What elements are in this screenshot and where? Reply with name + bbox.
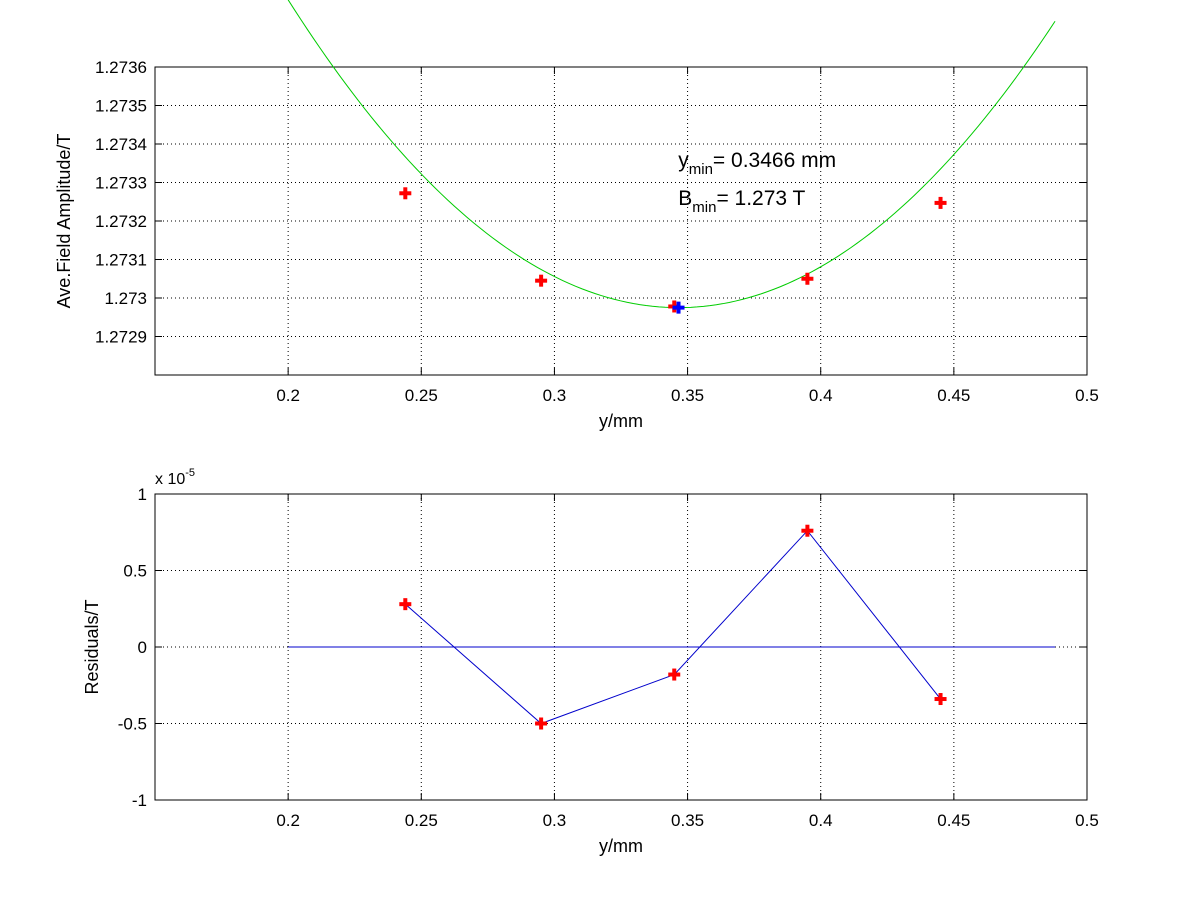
- x-tick-label: 0.4: [809, 811, 833, 830]
- top-chart-panel: 0.2 0.25 0.3 0.35 0.4 0.45 0.5 1.2729 1.273 1.273…: [54, 0, 1099, 431]
- y-tick-label: 1.2735: [95, 97, 147, 116]
- y-tick-label: 1.2733: [95, 174, 147, 193]
- residual-point-marker: [535, 717, 548, 730]
- bottom-y-axis-label: Residuals/T: [82, 599, 102, 694]
- x-tick-label: 0.2: [276, 811, 300, 830]
- x-tick-label: 0.35: [671, 386, 704, 405]
- bmin-annotation: Bmin= 1.273 T: [678, 187, 805, 216]
- data-point-marker: [535, 274, 548, 287]
- top-axis-ticks: 0.2 0.25 0.3 0.35 0.4 0.45 0.5 1.2729 1.273 1.273…: [95, 58, 1099, 405]
- y-tick-label: 0: [138, 638, 147, 657]
- top-y-axis-label: Ave.Field Amplitude/T: [54, 134, 74, 309]
- y-tick-label: -0.5: [118, 715, 147, 734]
- ymin-annotation: ymin= 0.3466 mm: [678, 149, 836, 178]
- top-x-axis-label: y/mm: [599, 411, 643, 431]
- bmin-variable: B: [678, 187, 692, 210]
- y-tick-label: 1.2736: [95, 58, 147, 77]
- residual-point-marker: [934, 693, 947, 706]
- bmin-value: = 1.273 T: [716, 187, 805, 210]
- bottom-plot-marks: [288, 524, 1056, 730]
- y-tick-label: 1.2734: [95, 135, 147, 154]
- bottom-x-axis-label: y/mm: [599, 836, 643, 856]
- y-tick-label: 1.273: [104, 289, 147, 308]
- data-point-marker: [399, 187, 412, 200]
- residual-point-marker: [668, 668, 681, 681]
- data-point-marker: [934, 196, 947, 209]
- bottom-axis-ticks: 0.2 0.25 0.3 0.35 0.4 0.45 0.5 -1 -0.5 0 0.5 1: [118, 485, 1099, 830]
- ymin-subscript: min: [689, 161, 713, 178]
- bottom-chart-panel: 0.2 0.25 0.3 0.35 0.4 0.45 0.5 -1 -0.5 0 0.5 1 y/mm…: [82, 467, 1099, 856]
- y-axis-multiplier: x 10-5: [155, 467, 195, 488]
- y-axis-multiplier-exponent: -5: [185, 467, 195, 479]
- y-axis-multiplier-base: x 10: [155, 471, 185, 488]
- bmin-subscript: min: [692, 199, 716, 216]
- x-tick-label: 0.25: [405, 386, 438, 405]
- x-tick-label: 0.45: [937, 811, 970, 830]
- y-tick-label: 1.2729: [95, 328, 147, 347]
- x-tick-label: 0.45: [937, 386, 970, 405]
- residual-point-marker: [399, 598, 412, 611]
- x-tick-label: 0.5: [1075, 811, 1099, 830]
- minimum-point-marker: [672, 301, 685, 314]
- data-point-marker: [801, 272, 814, 285]
- y-tick-label: 1: [138, 485, 147, 504]
- x-tick-label: 0.4: [809, 386, 833, 405]
- y-tick-label: 1.2732: [95, 212, 147, 231]
- x-tick-label: 0.5: [1075, 386, 1099, 405]
- x-tick-label: 0.2: [276, 386, 300, 405]
- x-tick-label: 0.25: [405, 811, 438, 830]
- ymin-value: = 0.3466 mm: [713, 149, 836, 172]
- x-tick-label: 0.35: [671, 811, 704, 830]
- y-tick-label: -1: [132, 791, 147, 810]
- top-plot-marks: [287, 0, 1056, 314]
- y-tick-label: 0.5: [123, 562, 147, 581]
- x-tick-label: 0.3: [543, 386, 567, 405]
- x-tick-label: 0.3: [543, 811, 567, 830]
- ymin-variable: y: [678, 149, 689, 172]
- y-tick-label: 1.2731: [95, 251, 147, 270]
- residual-point-marker: [801, 524, 814, 537]
